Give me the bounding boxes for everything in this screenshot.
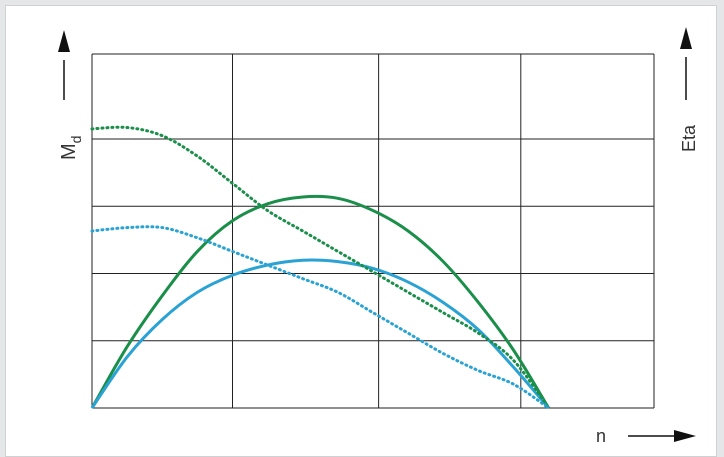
series-line-2 xyxy=(90,125,551,410)
series-line-0 xyxy=(90,194,550,409)
chart-series-group xyxy=(90,125,551,410)
chart-frame xyxy=(5,5,717,457)
chart-grid xyxy=(91,53,655,409)
series-line-1 xyxy=(90,258,550,409)
xlabel: n xyxy=(596,426,606,446)
x-axis-arrow xyxy=(628,430,696,442)
ylabel-right: Eta xyxy=(679,124,699,152)
series-line-3 xyxy=(90,225,551,410)
ylabel-left: Md xyxy=(58,136,84,160)
left-axis-arrow xyxy=(58,30,70,100)
right-axis-arrow xyxy=(680,27,692,100)
